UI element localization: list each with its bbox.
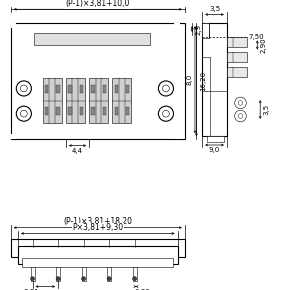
Bar xyxy=(112,78,131,123)
Text: 3,5: 3,5 xyxy=(263,104,269,115)
Bar xyxy=(92,107,95,115)
Text: (P-1)×3,81+10,0: (P-1)×3,81+10,0 xyxy=(66,0,130,8)
Text: 2,90: 2,90 xyxy=(260,37,266,53)
Bar xyxy=(115,85,118,93)
Text: 16,20: 16,20 xyxy=(200,71,206,91)
Circle shape xyxy=(20,85,27,92)
Bar xyxy=(206,136,224,142)
Text: 3,81: 3,81 xyxy=(23,289,39,290)
Bar xyxy=(68,107,72,115)
Circle shape xyxy=(20,110,27,117)
Bar xyxy=(133,267,137,281)
Bar xyxy=(66,78,85,123)
Bar xyxy=(68,85,72,93)
Bar xyxy=(227,52,247,62)
Circle shape xyxy=(82,277,86,281)
Bar xyxy=(11,23,185,139)
Bar xyxy=(34,33,150,45)
Bar xyxy=(45,107,48,115)
Bar xyxy=(18,246,178,264)
Text: 4,4: 4,4 xyxy=(72,148,83,155)
Text: 3,5: 3,5 xyxy=(209,6,220,12)
Text: (P-1)×3,81+18,20: (P-1)×3,81+18,20 xyxy=(63,217,132,226)
Bar xyxy=(174,23,180,28)
Text: P×3,81+9,30: P×3,81+9,30 xyxy=(72,223,123,232)
Circle shape xyxy=(163,85,169,92)
Circle shape xyxy=(16,106,32,121)
Text: 2,9: 2,9 xyxy=(196,23,202,35)
Bar xyxy=(31,267,34,281)
Bar xyxy=(45,85,48,93)
Bar xyxy=(103,107,106,115)
Bar xyxy=(202,23,209,38)
Bar xyxy=(227,37,247,47)
Circle shape xyxy=(235,110,246,122)
Bar xyxy=(115,107,118,115)
Circle shape xyxy=(133,277,137,281)
Bar xyxy=(22,258,173,267)
Bar xyxy=(43,78,61,123)
Circle shape xyxy=(56,277,60,281)
Bar xyxy=(126,85,130,93)
Circle shape xyxy=(238,101,243,105)
Bar xyxy=(56,85,60,93)
Circle shape xyxy=(158,81,173,96)
Bar xyxy=(107,267,111,281)
Bar xyxy=(11,134,16,139)
Bar xyxy=(89,78,108,123)
Circle shape xyxy=(16,81,32,96)
Bar xyxy=(103,85,106,93)
Text: 0,80: 0,80 xyxy=(134,289,150,290)
Bar xyxy=(202,23,227,136)
Bar xyxy=(82,267,86,281)
Circle shape xyxy=(31,277,34,281)
Text: 8,0: 8,0 xyxy=(186,74,192,85)
Text: 9,0: 9,0 xyxy=(209,147,220,153)
Bar xyxy=(11,23,16,28)
Circle shape xyxy=(163,110,169,117)
Circle shape xyxy=(238,114,243,118)
Circle shape xyxy=(158,106,173,121)
Bar xyxy=(227,67,247,77)
Bar xyxy=(56,267,60,281)
Circle shape xyxy=(235,97,246,109)
Bar xyxy=(174,134,180,139)
Bar xyxy=(56,107,60,115)
Bar xyxy=(11,239,185,257)
Text: 7,50: 7,50 xyxy=(249,34,264,40)
Bar xyxy=(126,107,130,115)
Bar xyxy=(80,85,83,93)
Circle shape xyxy=(107,277,111,281)
Bar xyxy=(80,107,83,115)
Bar xyxy=(92,85,95,93)
